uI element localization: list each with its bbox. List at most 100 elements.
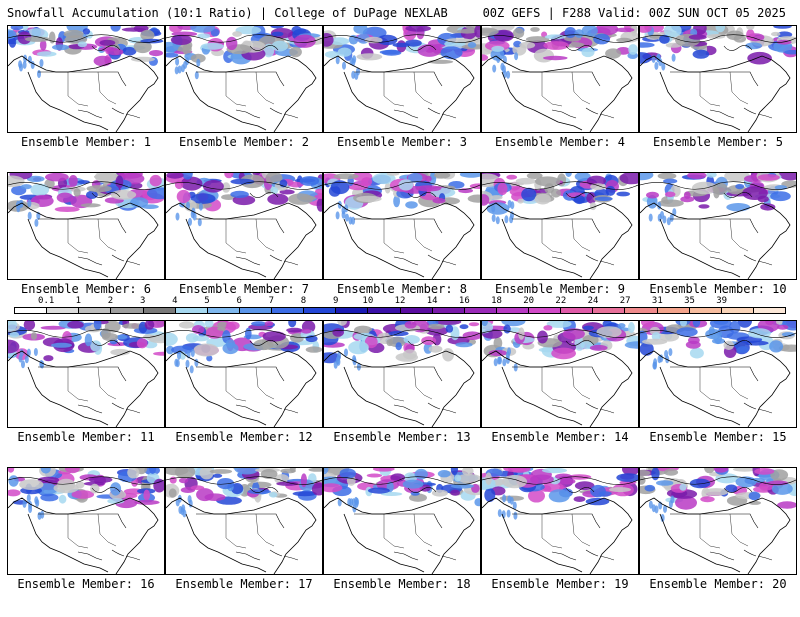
snowfall-colorbar: 0.1 1 2 3 4 5 6 7 8 9 10 12 14 16 18 20 22 24 27 31 35 39 xyxy=(14,296,786,317)
colorbar-cell xyxy=(400,308,433,313)
member-label: Ensemble Member: 5 xyxy=(652,135,784,149)
colorbar-tick-label: 31 xyxy=(651,296,663,306)
ensemble-member-panel: Ensemble Member: 18 xyxy=(323,467,481,617)
ensemble-member-panel: Ensemble Member: 4 xyxy=(481,25,639,175)
snowfall-map xyxy=(165,467,323,575)
ensemble-member-panel: Ensemble Member: 2 xyxy=(165,25,323,175)
member-label: Ensemble Member: 17 xyxy=(175,577,313,591)
member-label: Ensemble Member: 19 xyxy=(491,577,629,591)
snowfall-map xyxy=(165,320,323,428)
colorbar-cell xyxy=(304,308,337,313)
snowfall-map xyxy=(323,320,481,428)
member-label: Ensemble Member: 1 xyxy=(20,135,152,149)
ensemble-member-panel: Ensemble Member: 9 xyxy=(481,172,639,322)
colorbar-strip xyxy=(14,307,786,314)
colorbar-tick-label: 1 xyxy=(75,296,82,306)
colorbar-tick-label: 5 xyxy=(204,296,210,306)
ensemble-member-panel: Ensemble Member: 3 xyxy=(323,25,481,175)
colorbar-cell xyxy=(111,308,144,313)
ensemble-member-panel: Ensemble Member: 6 xyxy=(7,172,165,322)
colorbar-tick-label: 12 xyxy=(394,296,406,306)
colorbar-cell xyxy=(753,308,785,313)
colorbar-cell xyxy=(657,308,690,313)
ensemble-member-panel: Ensemble Member: 8 xyxy=(323,172,481,322)
member-label: Ensemble Member: 10 xyxy=(649,282,787,296)
ensemble-member-panel: Ensemble Member: 20 xyxy=(639,467,797,617)
snowfall-map xyxy=(481,467,639,575)
ensemble-member-panel: Ensemble Member: 5 xyxy=(639,25,797,175)
colorbar-tick-label: 27 xyxy=(619,296,631,306)
colorbar-tick-label: 9 xyxy=(332,296,339,306)
ensemble-member-panel: Ensemble Member: 11 xyxy=(7,320,165,470)
colorbar-cell xyxy=(47,308,80,313)
colorbar-labels: 0.1 1 2 3 4 5 6 7 8 9 10 12 14 16 18 20 22 24 27 31 35 39 xyxy=(14,296,786,307)
member-label: Ensemble Member: 12 xyxy=(175,430,313,444)
snowfall-map xyxy=(323,172,481,280)
member-label: Ensemble Member: 8 xyxy=(336,282,468,296)
colorbar-tick-label: 16 xyxy=(458,296,470,306)
member-label: Ensemble Member: 4 xyxy=(494,135,626,149)
member-label: Ensemble Member: 7 xyxy=(178,282,310,296)
colorbar-tick-label: 8 xyxy=(300,296,307,306)
member-label: Ensemble Member: 11 xyxy=(17,430,155,444)
map-header: Snowfall Accumulation (10:1 Ratio) | Col… xyxy=(0,0,800,24)
snowfall-map xyxy=(639,25,797,133)
colorbar-tick-label: 24 xyxy=(587,296,599,306)
colorbar-cell xyxy=(207,308,240,313)
ensemble-member-panel: Ensemble Member: 10 xyxy=(639,172,797,322)
ensemble-member-panel: Ensemble Member: 15 xyxy=(639,320,797,470)
colorbar-cell xyxy=(272,308,305,313)
ensemble-member-panel: Ensemble Member: 16 xyxy=(7,467,165,617)
colorbar-cell xyxy=(464,308,497,313)
snowfall-map xyxy=(639,467,797,575)
colorbar-tick-label: 2 xyxy=(107,296,114,306)
snowfall-map xyxy=(165,172,323,280)
colorbar-cell xyxy=(432,308,465,313)
colorbar-cell xyxy=(689,308,722,313)
colorbar-tick-label: 3 xyxy=(139,296,146,306)
colorbar-cell xyxy=(143,308,176,313)
colorbar-tick-label: 22 xyxy=(555,296,567,306)
colorbar-cell xyxy=(336,308,369,313)
colorbar-tick-label: 7 xyxy=(268,296,275,306)
snowfall-map xyxy=(639,172,797,280)
member-label: Ensemble Member: 20 xyxy=(649,577,787,591)
member-label: Ensemble Member: 2 xyxy=(178,135,310,149)
ensemble-member-panel: Ensemble Member: 13 xyxy=(323,320,481,470)
ensemble-member-panel: Ensemble Member: 17 xyxy=(165,467,323,617)
colorbar-tick-label: 35 xyxy=(684,296,695,306)
member-label: Ensemble Member: 14 xyxy=(491,430,629,444)
snowfall-map xyxy=(7,172,165,280)
colorbar-tick-label: 4 xyxy=(172,296,178,306)
member-label: Ensemble Member: 16 xyxy=(17,577,155,591)
colorbar-tick-label: 10 xyxy=(362,296,374,306)
snowfall-map xyxy=(323,25,481,133)
snowfall-map xyxy=(481,172,639,280)
colorbar-tick-label: 20 xyxy=(523,296,535,306)
colorbar-tick-label: 0.1 xyxy=(38,296,55,306)
map-title: Snowfall Accumulation (10:1 Ratio) | Col… xyxy=(7,6,448,20)
snowfall-map xyxy=(323,467,481,575)
member-label: Ensemble Member: 9 xyxy=(494,282,626,296)
snowfall-map xyxy=(7,25,165,133)
colorbar-cell xyxy=(368,308,401,313)
colorbar-tick-label: 39 xyxy=(716,296,728,306)
ensemble-member-panel: Ensemble Member: 1 xyxy=(7,25,165,175)
snowfall-map xyxy=(481,320,639,428)
ensemble-member-panel: Ensemble Member: 7 xyxy=(165,172,323,322)
colorbar-cell xyxy=(79,308,112,313)
colorbar-tick-label: 18 xyxy=(491,296,502,306)
colorbar-tick-label: 6 xyxy=(236,296,242,306)
snowfall-map xyxy=(7,467,165,575)
colorbar-cell xyxy=(593,308,626,313)
ensemble-member-panel: Ensemble Member: 12 xyxy=(165,320,323,470)
ensemble-member-panel: Ensemble Member: 19 xyxy=(481,467,639,617)
colorbar-cell xyxy=(175,308,208,313)
snowfall-map xyxy=(639,320,797,428)
colorbar-cell xyxy=(721,308,754,313)
colorbar-cell xyxy=(625,308,658,313)
member-label: Ensemble Member: 15 xyxy=(649,430,787,444)
member-label: Ensemble Member: 6 xyxy=(20,282,152,296)
colorbar-cell xyxy=(496,308,529,313)
member-label: Ensemble Member: 3 xyxy=(336,135,468,149)
